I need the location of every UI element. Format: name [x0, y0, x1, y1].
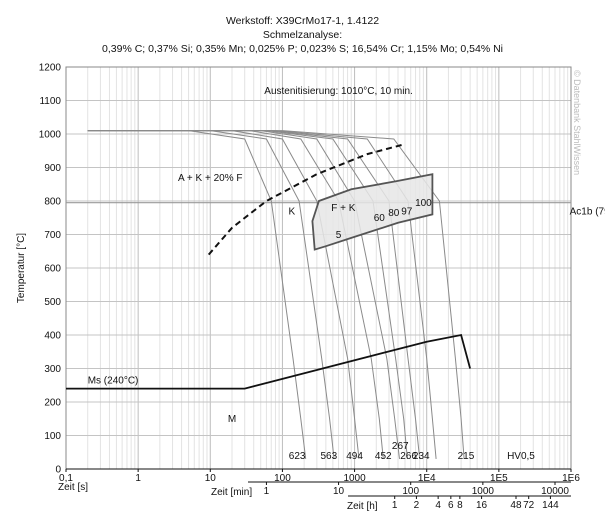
- x-tick-label: 8: [457, 500, 463, 511]
- chart-subtitle: Schmelzanalyse:: [262, 29, 343, 41]
- x-tick-label: 1E6: [562, 473, 580, 484]
- x-tick-label: 144: [542, 500, 559, 511]
- cooling-curve: [87, 130, 465, 459]
- y-tick-label: 1200: [39, 63, 62, 74]
- x-tick-label: 1: [392, 500, 398, 511]
- x-axis-label: Zeit [min]: [211, 487, 252, 498]
- chart-composition: 0,39% C; 0,37% Si; 0,35% Mn; 0,025% P; 0…: [102, 43, 503, 55]
- ferrite-carbide-region: [311, 173, 434, 251]
- ferrite-percent-label: 5: [336, 230, 342, 241]
- ferrite-percent-label: 60: [374, 213, 386, 224]
- x-tick-label: 2: [414, 500, 420, 511]
- k-label: K: [288, 206, 295, 217]
- m-label: M: [228, 414, 236, 425]
- ac1b-label: Ac1b (795°C): [570, 206, 605, 217]
- hardness-value: 215: [458, 451, 475, 462]
- x-tick-label: 100: [274, 473, 291, 484]
- y-tick-label: 600: [44, 264, 61, 275]
- x-tick-label: 10000: [541, 486, 569, 497]
- hardness-unit-label: HV0,5: [507, 451, 535, 462]
- x-tick-label: 1E5: [490, 473, 508, 484]
- y-tick-label: 400: [44, 331, 61, 342]
- x-axis-label: Zeit [h]: [347, 501, 378, 512]
- y-axis-label: Temperatur [°C]: [16, 233, 27, 303]
- plot-area: Austenitisierung: 1010°C, 10 min. Ac1b (7…: [66, 86, 605, 462]
- y-tick-label: 200: [44, 398, 61, 409]
- hardness-value: 494: [346, 451, 363, 462]
- y-tick-label: 300: [44, 364, 61, 375]
- y-tick-label: 1000: [39, 130, 62, 141]
- x-tick-label: 16: [476, 500, 488, 511]
- ferrite-percent-label: 100: [415, 198, 432, 209]
- ferrite-percent-label: 97: [401, 206, 413, 217]
- y-tick-label: 900: [44, 163, 61, 174]
- x-tick-label: 72: [523, 500, 535, 511]
- hardness-value: 266: [400, 451, 417, 462]
- y-tick-label: 1100: [39, 96, 61, 107]
- x-tick-label: 48: [510, 500, 522, 511]
- y-tick-label: 500: [44, 297, 61, 308]
- x-tick-label: 1: [264, 486, 270, 497]
- y-tick-label: 0: [55, 465, 61, 476]
- watermark: © Datenbank StahlWissen: [572, 70, 582, 175]
- x-tick-label: 100: [402, 486, 419, 497]
- hardness-value: 234: [413, 451, 430, 462]
- y-axis-ticks: 0 100 200 300 400 500 600 700 800 900 1000 1100 1200: [39, 63, 62, 476]
- x-tick-label: 0,1: [59, 473, 73, 484]
- chart-title: Werkstoff: X39CrMo17-1, 1.4122: [225, 15, 380, 27]
- ms-label: Ms (240°C): [88, 376, 139, 387]
- y-tick-label: 800: [44, 197, 61, 208]
- fk-zone-label: F + K: [331, 203, 356, 214]
- x-tick-label: 4: [435, 500, 441, 511]
- x-tick-label: 6: [448, 500, 454, 511]
- x-tick-label: 1000: [343, 473, 366, 484]
- ferrite-percent-label: 80: [388, 208, 400, 219]
- hardness-value: 563: [321, 451, 338, 462]
- x-tick-label: 1: [135, 473, 141, 484]
- austenitization-label: Austenitisierung: 1010°C, 10 min.: [264, 86, 413, 97]
- x-tick-label: 1000: [472, 486, 495, 497]
- cooling-curve: [87, 130, 408, 459]
- x-tick-label: 1E4: [418, 473, 436, 484]
- akf-zone-label: A + K + 20% F: [178, 173, 242, 184]
- hardness-value: 623: [289, 451, 306, 462]
- ms-line: [66, 333, 471, 390]
- x-axis-label: Zeit [s]: [58, 482, 88, 493]
- hardness-value: 267: [392, 441, 409, 452]
- x-tick-label: 10: [333, 486, 345, 497]
- grid: [66, 67, 571, 469]
- hardness-value: 452: [375, 451, 392, 462]
- y-tick-label: 700: [44, 230, 61, 241]
- x-tick-label: 10: [205, 473, 217, 484]
- y-tick-label: 100: [44, 431, 61, 442]
